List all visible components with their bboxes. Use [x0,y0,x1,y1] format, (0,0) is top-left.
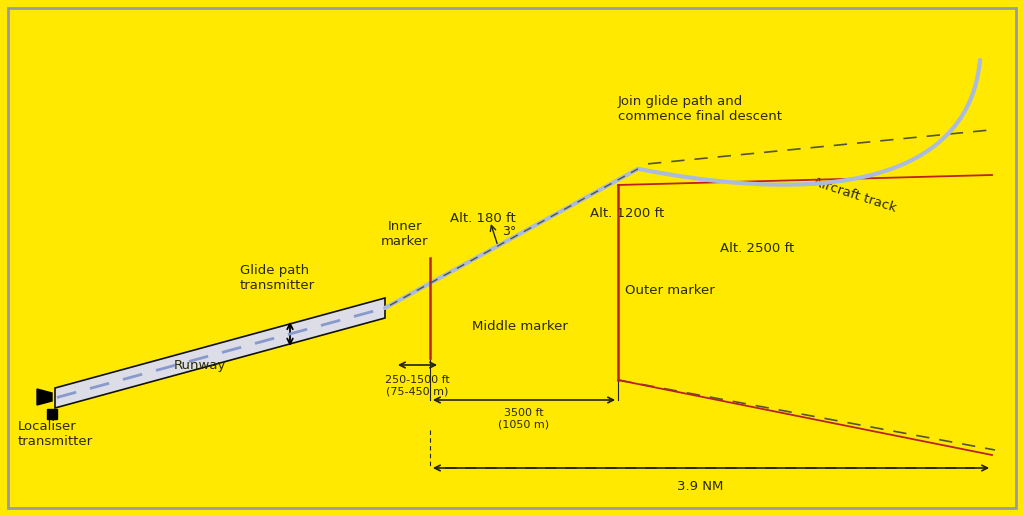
Text: Middle marker: Middle marker [472,320,568,333]
Text: Aircraft track: Aircraft track [812,175,898,215]
Text: 3.9 NM: 3.9 NM [677,480,723,493]
Polygon shape [37,389,52,405]
Polygon shape [55,298,385,408]
Text: Outer marker: Outer marker [625,283,715,297]
Text: Alt. 2500 ft: Alt. 2500 ft [720,242,795,255]
Text: Glide path
transmitter: Glide path transmitter [240,264,315,292]
Text: Inner
marker: Inner marker [381,220,429,248]
Text: Alt. 180 ft: Alt. 180 ft [450,212,516,225]
Text: Localiser
transmitter: Localiser transmitter [18,420,93,448]
Text: 250-1500 ft
(75-450 m): 250-1500 ft (75-450 m) [385,375,450,397]
Text: Join glide path and
commence final descent: Join glide path and commence final desce… [618,95,782,123]
Text: Runway: Runway [174,359,226,372]
Text: 3500 ft
(1050 m): 3500 ft (1050 m) [499,408,550,430]
Polygon shape [47,409,57,419]
Text: Alt. 1200 ft: Alt. 1200 ft [590,207,665,220]
Text: 3°: 3° [502,225,516,238]
